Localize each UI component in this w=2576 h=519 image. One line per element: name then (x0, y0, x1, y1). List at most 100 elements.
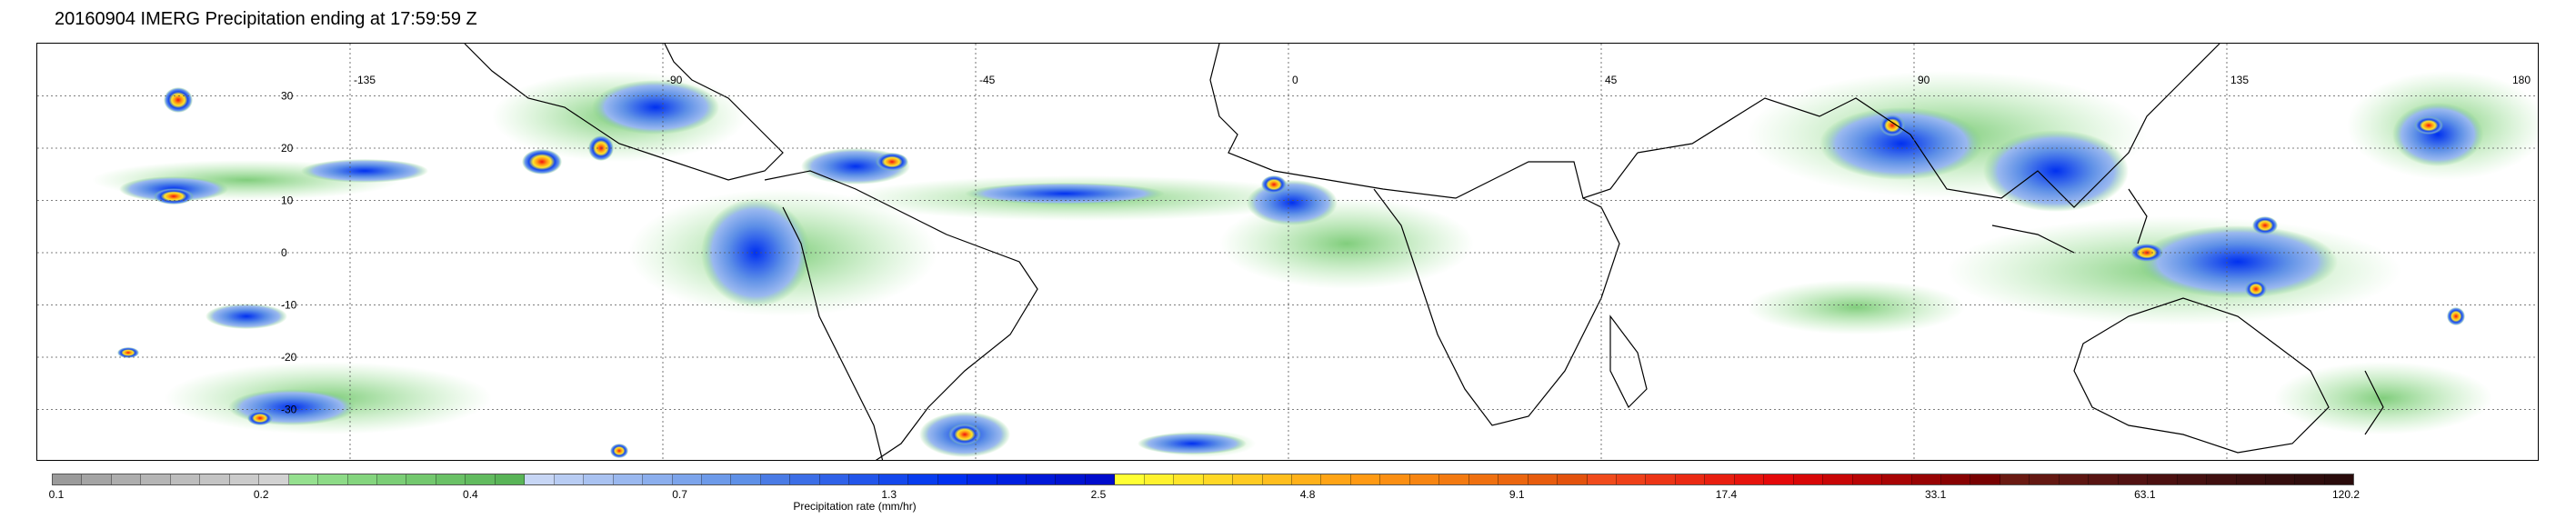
colorbar-segment (878, 474, 909, 484)
colorbar-segment (1617, 474, 1647, 484)
colorbar-segment (1350, 474, 1381, 484)
colorbar-tick-label: 17.4 (1715, 488, 1738, 501)
colorbar-segment (1409, 474, 1440, 484)
colorbar-segment (2089, 474, 2119, 484)
colorbar-segment (2059, 474, 2090, 484)
colorbar-segment (790, 474, 820, 484)
colorbar-segment (318, 474, 348, 484)
colorbar-tick-label: 0.4 (463, 488, 478, 501)
colorbar-segment (1852, 474, 1883, 484)
longitude-label: 90 (1918, 74, 1930, 86)
colorbar-tick-label: 120.2 (2331, 488, 2360, 501)
colorbar-segment (997, 474, 1027, 484)
colorbar-segment (1026, 474, 1057, 484)
colorbar-segment (2030, 474, 2060, 484)
colorbar-segment (1085, 474, 1116, 484)
colorbar-segment (1321, 474, 1351, 484)
colorbar-segment (760, 474, 791, 484)
latitude-label: 0 (281, 246, 287, 259)
map-panel: 30 20 10 0 -10 -20 -30 -135 -90 -45 0 45 90 135 180 (36, 43, 2539, 461)
colorbar-segment (170, 474, 201, 484)
colorbar-segment (1941, 474, 1971, 484)
colorbar-segment (2295, 474, 2325, 484)
colorbar-segment (466, 474, 496, 484)
precip-heavy-cells (117, 87, 2465, 458)
longitude-label: -45 (979, 74, 996, 86)
colorbar-segment (1675, 474, 1706, 484)
colorbar-segment (2118, 474, 2149, 484)
colorbar-segment (1911, 474, 1941, 484)
colorbar-segment (937, 474, 968, 484)
longitude-label: -90 (667, 74, 683, 86)
colorbar-segment (1380, 474, 1410, 484)
colorbar-segment (406, 474, 436, 484)
precipitation-map: 30 20 10 0 -10 -20 -30 -135 -90 -45 0 45 90 135 180 (37, 44, 2538, 460)
colorbar-segment (1262, 474, 1293, 484)
colorbar-segment (259, 474, 289, 484)
colorbar-segment (2207, 474, 2237, 484)
latitude-label: 20 (281, 142, 294, 155)
colorbar-tick-label: 9.1 (1509, 488, 1525, 501)
latitude-label: 30 (281, 90, 294, 103)
colorbar-segment (1498, 474, 1529, 484)
colorbar-tick-label: 2.5 (1090, 488, 1107, 501)
colorbar-segment (908, 474, 938, 484)
colorbar-tick-label: 63.1 (2134, 488, 2156, 501)
colorbar-segment (1734, 474, 1765, 484)
colorbar-segment (1882, 474, 1912, 484)
colorbar-tick-label: 0.2 (253, 488, 269, 501)
colorbar-segment (1764, 474, 1794, 484)
colorbar-segment (2265, 474, 2296, 484)
colorbar-tick-label: 0.7 (672, 488, 687, 501)
colorbar-segment (436, 474, 466, 484)
colorbar-segment (701, 474, 732, 484)
colorbar-segment (554, 474, 585, 484)
colorbar-segment (1646, 474, 1676, 484)
colorbar-segment (229, 474, 260, 484)
colorbar-segment (1115, 474, 1145, 484)
colorbar-segment (525, 474, 555, 484)
longitude-label: -135 (354, 74, 376, 86)
colorbar-segment (1174, 474, 1204, 484)
colorbar-tick-label: 0.1 (48, 488, 65, 501)
colorbar-tick-label: 33.1 (1924, 488, 1947, 501)
colorbar-segment (288, 474, 319, 484)
colorbar-segment (2324, 474, 2354, 484)
latitude-labels: 30 20 10 0 -10 -20 -30 (281, 90, 297, 416)
colorbar-segment (2236, 474, 2266, 484)
map-title: 20160904 IMERG Precipitation ending at 1… (55, 9, 477, 29)
colorbar-ticks: 0.1 0.2 0.4 0.7 1.3 2.5 4.8 9.1 17.4 33.1 63.1 120.… (48, 488, 2360, 501)
colorbar-segment (1439, 474, 1469, 484)
colorbar-title: Precipitation rate (mm/hr) (793, 500, 917, 513)
colorbar (52, 474, 2354, 485)
longitude-label: 180 (2512, 74, 2531, 86)
longitude-label: 0 (1292, 74, 1298, 86)
colorbar-segment (2148, 474, 2178, 484)
colorbar-segment (1793, 474, 1824, 484)
colorbar-segment (53, 474, 83, 484)
colorbar-segment (1558, 474, 1588, 484)
colorbar-segment (672, 474, 702, 484)
latitude-label: 10 (281, 195, 294, 207)
colorbar-segment (1823, 474, 1853, 484)
colorbar-segment (495, 474, 526, 484)
colorbar-segment (584, 474, 614, 484)
colorbar-tick-label: 4.8 (1299, 488, 1316, 501)
colorbar-segment (200, 474, 230, 484)
latitude-label: -10 (281, 299, 297, 312)
colorbar-segment (967, 474, 997, 484)
colorbar-segment (643, 474, 673, 484)
colorbar-segment (1292, 474, 1322, 484)
graticule (37, 44, 2538, 460)
colorbar-segment (1233, 474, 1263, 484)
latitude-label: -30 (281, 404, 297, 416)
colorbar-segment (1528, 474, 1559, 484)
coastlines (464, 44, 2384, 460)
colorbar-segment (1056, 474, 1086, 484)
longitude-label: 45 (1605, 74, 1618, 86)
colorbar-segment (849, 474, 879, 484)
colorbar-segment (2000, 474, 2030, 484)
colorbar-segment (111, 474, 142, 484)
colorbar-segment (1203, 474, 1234, 484)
colorbar-segment (82, 474, 112, 484)
